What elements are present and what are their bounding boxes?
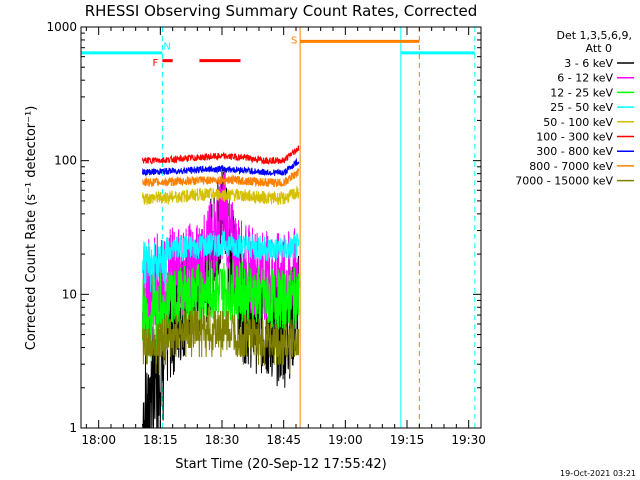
x-axis-label: Start Time (20-Sep-12 17:55:42) [175,457,386,472]
annotation-label-f: F [153,58,159,69]
legend-label: 3 - 6 keV [564,57,613,70]
legend-label: 50 - 100 keV [543,116,613,129]
series-line [142,230,300,293]
y-tick-label: 10 [62,287,77,301]
x-tick-label: 18:00 [81,433,116,447]
legend-label: 25 - 50 keV [550,101,613,114]
series-line [142,168,300,188]
series-line [142,145,300,166]
x-tick-label: 18:45 [266,433,301,447]
legend-label: 6 - 12 keV [557,72,613,85]
axes: 1 10 100 1000 18:00 18:15 18:30 18:45 19:00 19:15… [46,20,486,447]
legend-label: 7000 - 15000 keV [515,175,613,188]
legend-label: 12 - 25 keV [550,86,613,99]
series-line [142,259,300,362]
x-tick-label: 19:00 [328,433,363,447]
legend-label: 800 - 7000 keV [529,160,613,173]
y-tick-label: 100 [54,154,77,168]
y-tick-label: 1000 [46,20,77,34]
timestamp: 19-Oct-2021 03:21 [560,469,636,478]
x-tick-label: 18:15 [143,433,178,447]
series-line [142,186,300,206]
plot-area: NF S [81,27,476,429]
chart-title: RHESSI Observing Summary Count Rates, Co… [85,2,478,20]
legend: Det 1,3,5,6,9, Att 0 3 - 6 keV 6 - 12 keV… [515,29,634,188]
y-tick-label: 1 [69,421,77,435]
y-axis-label: Corrected Count Rate (s⁻¹ detector⁻¹) [24,106,39,351]
plot-frame [80,26,482,429]
legend-subtitle: Att 0 [586,42,612,55]
annotation-label-n: N [163,41,170,52]
legend-title: Det 1,3,5,6,9, [556,29,632,42]
series-line [142,157,300,178]
annotation-label-s: S [291,36,297,47]
legend-label: 100 - 300 keV [536,131,613,144]
x-tick-label: 19:30 [451,433,486,447]
x-tick-label: 18:30 [205,433,240,447]
series-line [142,307,300,374]
legend-label: 300 - 800 keV [536,145,613,158]
x-tick-label: 19:15 [390,433,425,447]
